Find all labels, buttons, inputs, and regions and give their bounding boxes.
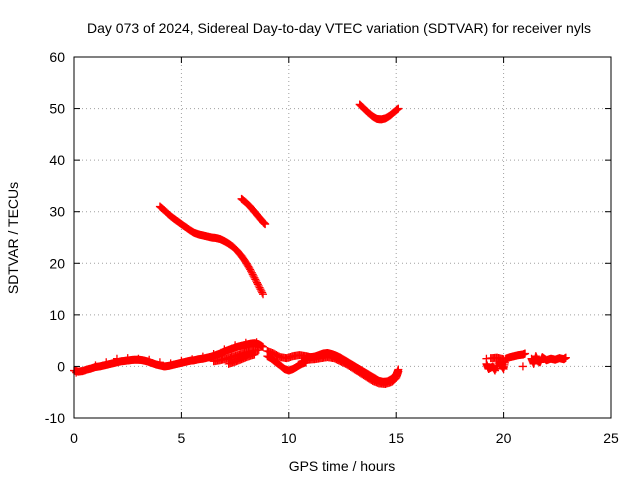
series-2 <box>209 345 263 368</box>
data-point <box>80 366 89 375</box>
x-tick-label: 25 <box>603 430 619 446</box>
data-point <box>518 362 527 371</box>
series-4 <box>155 202 268 299</box>
x-tick-label: 10 <box>281 430 297 446</box>
data-point-fill <box>393 105 402 114</box>
data-points <box>70 100 570 388</box>
data-point <box>123 354 132 363</box>
data-point <box>91 361 100 370</box>
data-point <box>491 366 500 375</box>
data-point <box>254 345 263 354</box>
data-point <box>155 358 164 367</box>
data-point <box>72 368 81 377</box>
data-point <box>209 350 218 359</box>
data-point <box>188 355 197 364</box>
x-tick-label: 15 <box>388 430 404 446</box>
tick-labels: 0 5 10 15 20 25 -10 0 10 20 30 40 50 60 <box>45 49 619 446</box>
data-point <box>521 349 530 358</box>
y-tick-label: 30 <box>49 204 65 220</box>
data-point <box>166 359 175 368</box>
series-7 <box>482 349 530 375</box>
data-point <box>259 342 268 351</box>
y-tick-label: 50 <box>49 101 65 117</box>
data-point <box>259 290 268 299</box>
x-tick-label: 5 <box>178 430 186 446</box>
plot-frame <box>73 56 612 419</box>
data-point <box>134 354 143 363</box>
data-point <box>394 104 403 113</box>
data-point <box>177 356 186 365</box>
data-point <box>394 367 403 376</box>
y-tick-label: 60 <box>49 49 65 65</box>
x-tick-label: 20 <box>496 430 512 446</box>
chart-title: Day 073 of 2024, Sidereal Day-to-day VTE… <box>87 20 591 36</box>
series-6 <box>355 100 403 124</box>
data-point-fill <box>258 288 267 297</box>
data-point <box>250 350 259 359</box>
y-tick-label: 10 <box>49 307 65 323</box>
data-point <box>499 355 508 364</box>
axis-ticks <box>73 56 612 419</box>
y-tick-label: 40 <box>49 152 65 168</box>
series-9 <box>527 352 570 368</box>
series-3 <box>263 346 403 388</box>
y-tick-label: 0 <box>57 358 65 374</box>
data-point <box>252 338 261 347</box>
data-point <box>112 354 121 363</box>
series-5 <box>237 194 270 229</box>
data-point <box>261 220 270 229</box>
x-axis-title: GPS time / hours <box>289 458 396 474</box>
y-tick-label: -10 <box>45 410 65 426</box>
data-point-fill <box>392 106 401 115</box>
data-point <box>561 353 570 362</box>
series-1 <box>72 338 261 377</box>
y-axis-title: SDTVAR / TECUs <box>5 182 21 294</box>
y-tick-label: 20 <box>49 255 65 271</box>
data-point <box>220 345 229 354</box>
data-point <box>145 355 154 364</box>
series-8 <box>518 362 527 371</box>
data-point <box>102 358 111 367</box>
data-point <box>198 352 207 361</box>
x-tick-label: 0 <box>70 430 78 446</box>
data-point <box>241 338 250 347</box>
data-point <box>231 341 240 350</box>
data-point-fill <box>491 364 500 373</box>
